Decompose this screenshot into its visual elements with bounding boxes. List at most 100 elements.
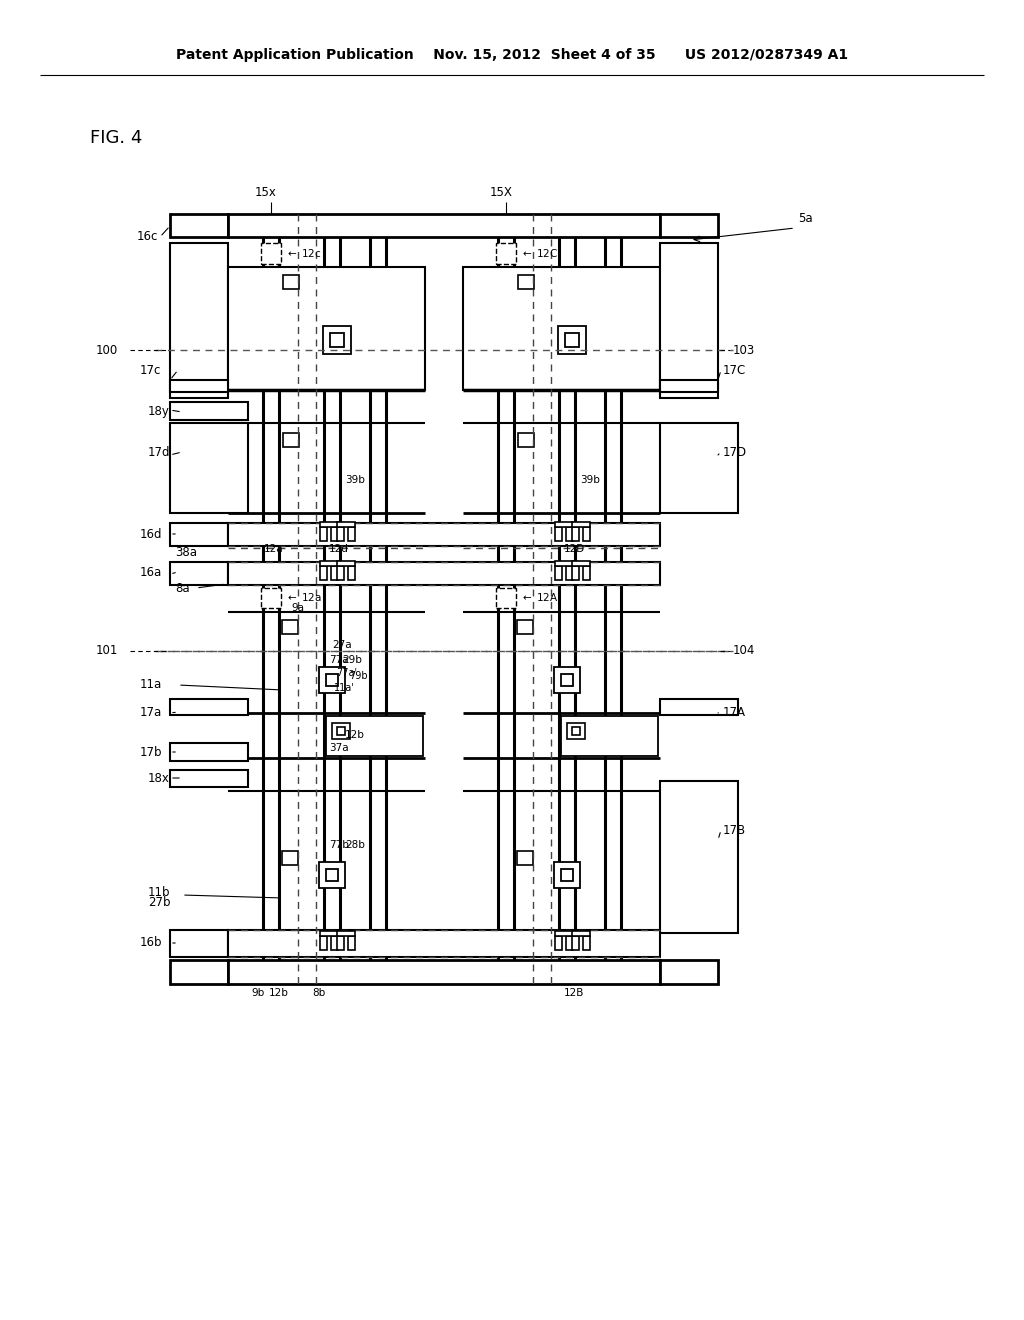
Text: 12a: 12a — [264, 544, 284, 554]
Text: 77a: 77a — [329, 655, 348, 665]
Text: 9a: 9a — [291, 603, 304, 612]
Bar — [228, 960, 660, 983]
Text: 16a: 16a — [140, 565, 162, 578]
Bar — [567, 723, 585, 739]
Bar — [583, 936, 590, 950]
Bar — [660, 700, 738, 715]
Bar — [331, 527, 338, 541]
Text: 29b: 29b — [342, 655, 361, 665]
Text: 11a': 11a' — [334, 682, 354, 693]
Bar — [326, 675, 338, 686]
Text: 101: 101 — [96, 644, 119, 657]
Text: 8a: 8a — [175, 582, 189, 594]
Text: $\leftarrow$ 12a: $\leftarrow$ 12a — [285, 591, 322, 603]
Text: 27b: 27b — [148, 896, 171, 909]
Bar — [561, 715, 658, 756]
Text: 27a: 27a — [332, 640, 351, 649]
Text: 12D: 12D — [564, 544, 586, 554]
Text: 17c: 17c — [140, 363, 162, 376]
Bar — [319, 667, 345, 693]
Bar — [170, 743, 248, 762]
Bar — [337, 566, 344, 579]
Bar — [170, 243, 228, 399]
Bar — [331, 566, 338, 579]
Bar — [337, 561, 355, 566]
Bar — [561, 869, 573, 880]
Bar — [170, 931, 228, 957]
Bar — [561, 675, 573, 686]
Bar — [170, 380, 228, 392]
Bar — [170, 403, 248, 420]
Bar — [337, 527, 344, 541]
Bar — [518, 275, 534, 289]
Bar — [282, 620, 298, 634]
Text: 79b: 79b — [349, 671, 368, 681]
Bar — [348, 566, 355, 579]
Bar — [518, 433, 534, 447]
Text: 17C: 17C — [723, 363, 746, 376]
Text: 12b: 12b — [345, 730, 365, 741]
Bar — [554, 862, 580, 888]
Bar — [463, 267, 660, 389]
Bar — [572, 521, 590, 527]
Text: 103: 103 — [733, 343, 756, 356]
Bar — [572, 527, 579, 541]
Bar — [555, 521, 573, 527]
Text: 77a': 77a' — [336, 668, 357, 678]
Text: Patent Application Publication    Nov. 15, 2012  Sheet 4 of 35      US 2012/0287: Patent Application Publication Nov. 15, … — [176, 48, 848, 62]
Bar — [517, 851, 534, 865]
Bar — [319, 862, 345, 888]
Bar — [583, 527, 590, 541]
Bar — [660, 960, 718, 983]
Bar — [572, 566, 579, 579]
Text: 28b: 28b — [345, 840, 365, 850]
Text: 17d: 17d — [148, 446, 171, 458]
Bar — [337, 936, 344, 950]
Bar — [555, 566, 562, 579]
Text: 12d: 12d — [329, 544, 349, 554]
Text: 39b: 39b — [345, 475, 365, 484]
Text: 11b: 11b — [148, 886, 171, 899]
Bar — [170, 562, 228, 585]
Bar — [572, 561, 590, 566]
Bar — [348, 527, 355, 541]
Bar — [326, 869, 338, 880]
Text: 16c: 16c — [136, 231, 158, 243]
Bar — [261, 587, 281, 609]
Bar — [170, 770, 248, 787]
Text: 77b: 77b — [329, 840, 349, 850]
Text: 17a: 17a — [140, 705, 162, 718]
Bar — [348, 936, 355, 950]
Bar — [337, 727, 345, 735]
Bar — [660, 243, 718, 399]
Text: FIG. 4: FIG. 4 — [90, 129, 142, 147]
Bar — [337, 931, 355, 936]
Bar — [170, 214, 228, 238]
Text: 18x: 18x — [148, 771, 170, 784]
Bar — [319, 936, 327, 950]
Bar — [319, 521, 338, 527]
Bar — [170, 960, 228, 983]
Bar — [261, 243, 281, 264]
Text: $\leftarrow$ 12c: $\leftarrow$ 12c — [285, 247, 322, 259]
Bar — [555, 931, 573, 936]
Bar — [660, 380, 718, 392]
Bar — [572, 931, 590, 936]
Bar — [331, 936, 338, 950]
Bar — [660, 422, 738, 513]
Bar — [330, 333, 344, 347]
Bar — [660, 214, 718, 238]
Text: 11a: 11a — [140, 678, 162, 692]
Text: $\leftarrow$ 12C: $\leftarrow$ 12C — [520, 247, 558, 259]
Bar — [554, 667, 580, 693]
Text: 15X: 15X — [489, 186, 512, 199]
Bar — [326, 715, 423, 756]
Text: 16d: 16d — [140, 528, 163, 540]
Bar — [228, 562, 660, 585]
Text: 16b: 16b — [140, 936, 163, 949]
Text: 17B: 17B — [723, 824, 746, 837]
Bar — [319, 566, 327, 579]
Text: 17b: 17b — [140, 746, 163, 759]
Bar — [566, 566, 573, 579]
Bar — [565, 333, 579, 347]
